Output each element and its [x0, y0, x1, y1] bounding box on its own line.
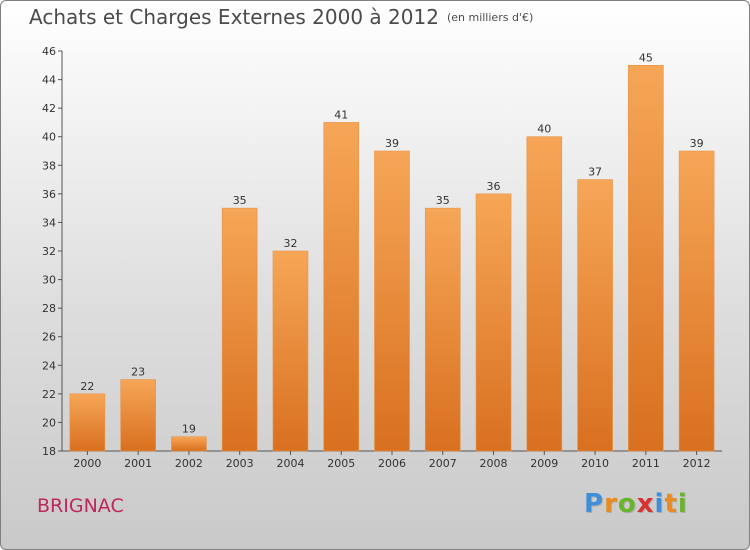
bar-value-label: 35 [233, 194, 247, 207]
x-tick-label: 2012 [683, 457, 711, 470]
bar-value-label: 39 [690, 137, 704, 150]
x-tick-label: 2005 [327, 457, 355, 470]
x-tick-label: 2011 [632, 457, 660, 470]
logo-letter: x [636, 489, 655, 519]
chart-title-block: Achats et Charges Externes 2000 à 2012 (e… [29, 5, 533, 29]
logo-letter: t [664, 489, 678, 519]
y-tick-label: 22 [42, 388, 56, 401]
y-tick-label: 18 [42, 445, 56, 458]
x-tick-label: 2010 [581, 457, 609, 470]
y-tick-label: 24 [42, 359, 56, 372]
bar [526, 136, 563, 452]
bar-value-label: 19 [182, 423, 196, 436]
bar-value-label: 40 [537, 123, 551, 136]
y-tick-label: 26 [42, 331, 56, 344]
y-tick-label: 44 [42, 74, 56, 87]
y-tick-label: 34 [42, 216, 56, 229]
y-tick-label: 42 [42, 102, 56, 115]
bar [323, 122, 360, 452]
bar-value-label: 22 [80, 380, 94, 393]
bar [475, 193, 512, 452]
bar [678, 150, 715, 452]
bar [424, 207, 461, 452]
bar [628, 64, 664, 452]
chart-title: Achats et Charges Externes 2000 à 2012 [29, 5, 439, 29]
commune-name: BRIGNAC [37, 495, 124, 517]
y-tick-label: 40 [42, 131, 56, 144]
bar-value-label: 41 [334, 108, 348, 121]
bar [171, 436, 207, 452]
x-tick-label: 2007 [429, 457, 457, 470]
x-tick-label: 2004 [276, 457, 304, 470]
y-tick-label: 30 [42, 274, 56, 287]
y-tick-label: 38 [42, 159, 56, 172]
bar-value-label: 37 [588, 166, 602, 179]
y-tick-label: 28 [42, 302, 56, 315]
bar [272, 250, 309, 452]
x-tick-label: 2002 [175, 457, 203, 470]
logo-letter: i [654, 489, 665, 519]
logo-letter: r [604, 489, 618, 519]
bar [374, 150, 410, 452]
bar-value-label: 35 [436, 194, 450, 207]
x-tick-label: 2001 [124, 457, 152, 470]
logo-letter: o [617, 489, 637, 519]
x-tick-label: 2000 [73, 457, 101, 470]
bar-value-label: 23 [131, 366, 145, 379]
y-tick-label: 36 [42, 188, 56, 201]
chart-subtitle: (en milliers d'€) [446, 11, 534, 24]
bar-value-label: 45 [639, 51, 653, 64]
logo-letter: P [584, 489, 605, 519]
bar-value-label: 39 [385, 137, 399, 150]
bar [120, 379, 156, 452]
proxiti-logo: Proxiti [584, 489, 688, 519]
x-tick-label: 2003 [226, 457, 254, 470]
logo-letter: i [677, 489, 688, 519]
bar-value-label: 36 [487, 180, 501, 193]
y-tick-label: 46 [42, 45, 56, 58]
x-tick-label: 2006 [378, 457, 406, 470]
y-tick-label: 20 [42, 416, 56, 429]
bar [577, 179, 613, 452]
bar [221, 207, 258, 452]
bar [69, 393, 106, 452]
x-tick-label: 2009 [530, 457, 558, 470]
y-tick-label: 32 [42, 245, 56, 258]
bar-value-label: 32 [283, 237, 297, 250]
x-tick-label: 2008 [480, 457, 508, 470]
